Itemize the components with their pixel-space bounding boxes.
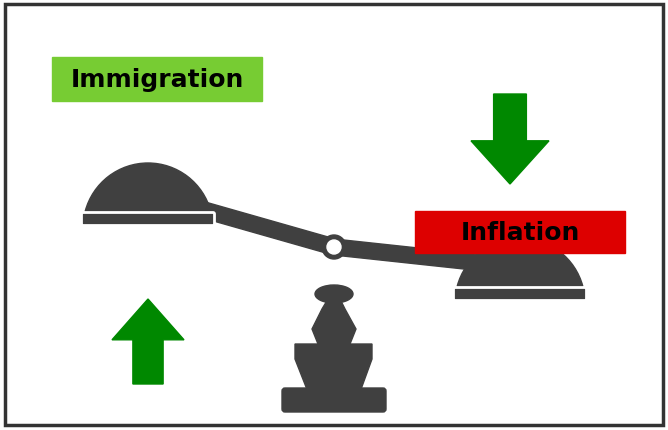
FancyBboxPatch shape (454, 288, 587, 301)
Wedge shape (86, 164, 211, 228)
Polygon shape (517, 275, 523, 289)
Circle shape (322, 236, 346, 259)
Text: Inflation: Inflation (460, 221, 580, 244)
Polygon shape (471, 95, 549, 184)
FancyBboxPatch shape (81, 213, 214, 226)
Polygon shape (146, 187, 336, 255)
Circle shape (140, 187, 156, 203)
Circle shape (512, 259, 528, 275)
Polygon shape (333, 240, 521, 275)
Wedge shape (457, 239, 582, 303)
Circle shape (327, 240, 341, 255)
Polygon shape (112, 299, 184, 384)
FancyBboxPatch shape (52, 58, 262, 102)
FancyBboxPatch shape (282, 388, 386, 412)
Text: Immigration: Immigration (70, 68, 244, 92)
Polygon shape (295, 344, 372, 392)
Polygon shape (312, 299, 356, 344)
Ellipse shape (315, 286, 353, 303)
FancyBboxPatch shape (415, 212, 625, 253)
Polygon shape (145, 203, 151, 215)
